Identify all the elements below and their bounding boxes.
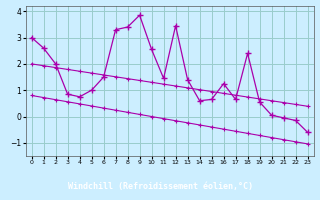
Text: Windchill (Refroidissement éolien,°C): Windchill (Refroidissement éolien,°C) (68, 182, 252, 192)
